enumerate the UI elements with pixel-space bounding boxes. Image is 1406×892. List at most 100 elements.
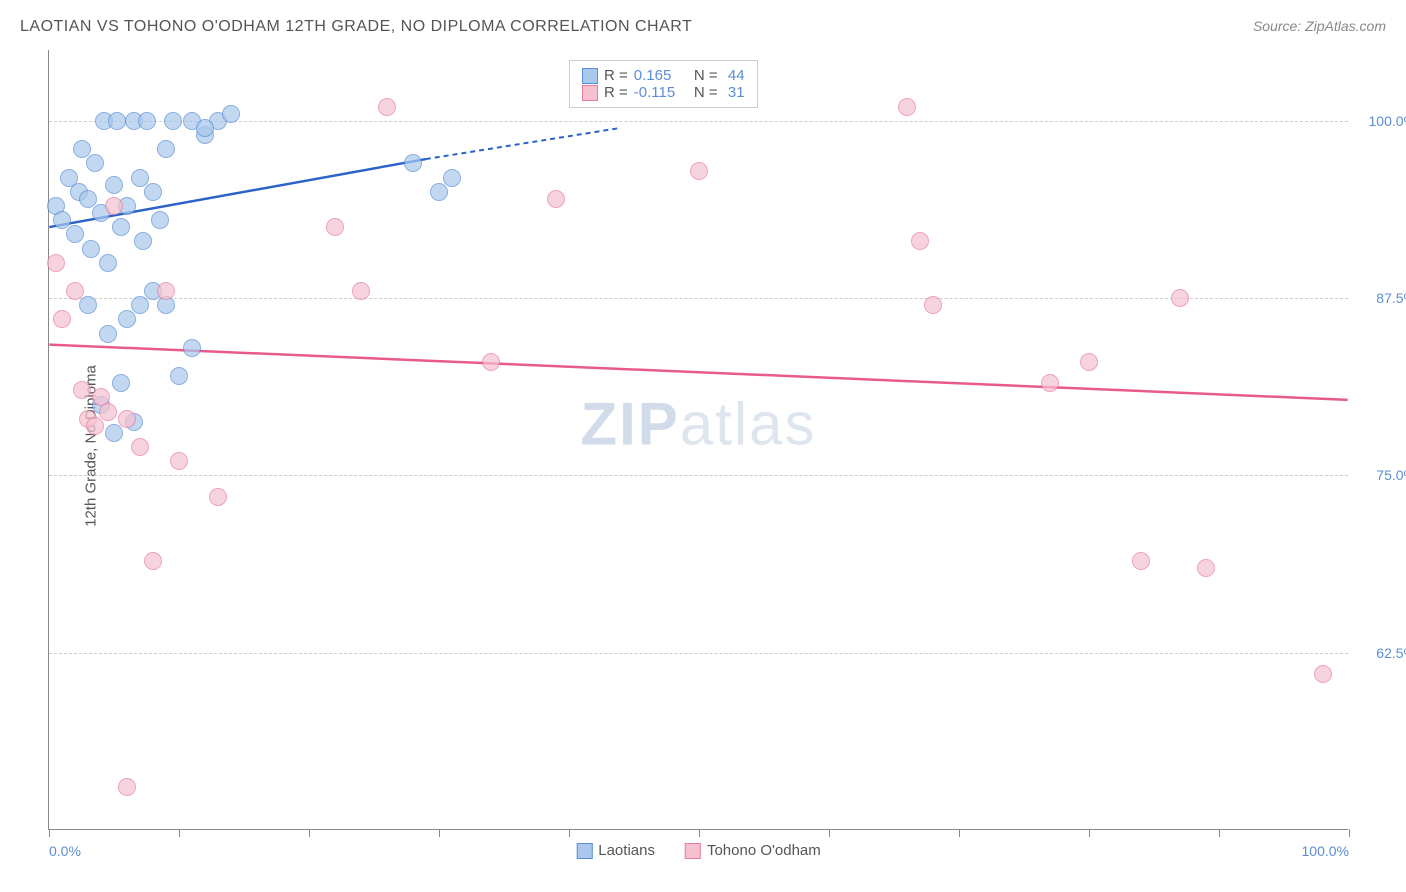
stats-legend-row: R = -0.115 N = 31 (582, 84, 745, 101)
data-point (99, 254, 117, 272)
legend-r-value: 0.165 (634, 67, 684, 84)
x-tick (829, 829, 830, 837)
data-point (118, 410, 136, 428)
grid-line (49, 298, 1348, 299)
legend-swatch-icon (685, 843, 701, 859)
watermark: ZIPatlas (580, 389, 816, 458)
legend-n-label: N = (690, 67, 718, 84)
legend-r-label: R = (604, 84, 628, 101)
data-point (86, 417, 104, 435)
x-tick (959, 829, 960, 837)
chart-container: LAOTIAN VS TOHONO O'ODHAM 12TH GRADE, NO… (0, 0, 1406, 892)
data-point (82, 240, 100, 258)
data-point (1197, 559, 1215, 577)
legend-series-label: Laotians (598, 842, 655, 859)
data-point (138, 112, 156, 130)
stats-legend-row: R = 0.165 N = 44 (582, 67, 745, 84)
data-point (1171, 289, 1189, 307)
data-point (47, 254, 65, 272)
series-legend: Laotians Tohono O'odham (576, 842, 821, 859)
data-point (66, 282, 84, 300)
grid-line (49, 475, 1348, 476)
data-point (222, 105, 240, 123)
data-point (1041, 374, 1059, 392)
x-tick (49, 829, 50, 837)
data-point (86, 154, 104, 172)
y-tick-label: 75.0% (1376, 467, 1406, 483)
data-point (99, 403, 117, 421)
x-tick (569, 829, 570, 837)
data-point (183, 339, 201, 357)
data-point (404, 154, 422, 172)
legend-n-value: 44 (724, 67, 745, 84)
x-tick (1219, 829, 1220, 837)
data-point (144, 183, 162, 201)
data-point (326, 218, 344, 236)
x-tick (699, 829, 700, 837)
data-point (378, 98, 396, 116)
data-point (482, 353, 500, 371)
x-tick (439, 829, 440, 837)
data-point (79, 296, 97, 314)
data-point (164, 112, 182, 130)
data-point (108, 112, 126, 130)
legend-swatch-icon (576, 843, 592, 859)
legend-r-value: -0.115 (634, 84, 684, 101)
x-tick-label: 100.0% (1302, 843, 1349, 859)
data-point (547, 190, 565, 208)
data-point (112, 374, 130, 392)
x-tick (1349, 829, 1350, 837)
data-point (118, 778, 136, 796)
legend-r-label: R = (604, 67, 628, 84)
data-point (209, 488, 227, 506)
y-tick-label: 62.5% (1376, 645, 1406, 661)
y-tick-label: 87.5% (1376, 290, 1406, 306)
data-point (144, 552, 162, 570)
data-point (118, 310, 136, 328)
legend-swatch-icon (582, 68, 598, 84)
data-point (1314, 665, 1332, 683)
data-point (131, 438, 149, 456)
y-tick-label: 100.0% (1369, 113, 1406, 129)
data-point (157, 282, 175, 300)
stats-legend: R = 0.165 N = 44 R = -0.115 N = 31 (569, 60, 758, 108)
x-tick (179, 829, 180, 837)
data-point (53, 310, 71, 328)
data-point (898, 98, 916, 116)
data-point (1080, 353, 1098, 371)
data-point (112, 218, 130, 236)
x-tick-label: 0.0% (49, 843, 81, 859)
data-point (73, 381, 91, 399)
data-point (924, 296, 942, 314)
data-point (352, 282, 370, 300)
legend-n-value: 31 (724, 84, 745, 101)
data-point (443, 169, 461, 187)
data-point (911, 232, 929, 250)
data-point (690, 162, 708, 180)
grid-line (49, 121, 1348, 122)
data-point (105, 197, 123, 215)
legend-n-label: N = (690, 84, 718, 101)
plot-area: ZIPatlas R = 0.165 N = 44 R = -0.115 N = 31… (48, 50, 1348, 830)
data-point (157, 140, 175, 158)
grid-line (49, 653, 1348, 654)
legend-item: Laotians (576, 842, 655, 859)
data-point (105, 176, 123, 194)
data-point (134, 232, 152, 250)
chart-title: LAOTIAN VS TOHONO O'ODHAM 12TH GRADE, NO… (20, 18, 692, 36)
x-tick (309, 829, 310, 837)
data-point (170, 367, 188, 385)
legend-item: Tohono O'odham (685, 842, 821, 859)
data-point (430, 183, 448, 201)
data-point (170, 452, 188, 470)
data-point (151, 211, 169, 229)
data-point (196, 119, 214, 137)
legend-series-label: Tohono O'odham (707, 842, 821, 859)
x-tick (1089, 829, 1090, 837)
legend-swatch-icon (582, 85, 598, 101)
data-point (1132, 552, 1150, 570)
data-point (105, 424, 123, 442)
data-point (131, 296, 149, 314)
chart-source: Source: ZipAtlas.com (1253, 18, 1386, 34)
data-point (99, 325, 117, 343)
